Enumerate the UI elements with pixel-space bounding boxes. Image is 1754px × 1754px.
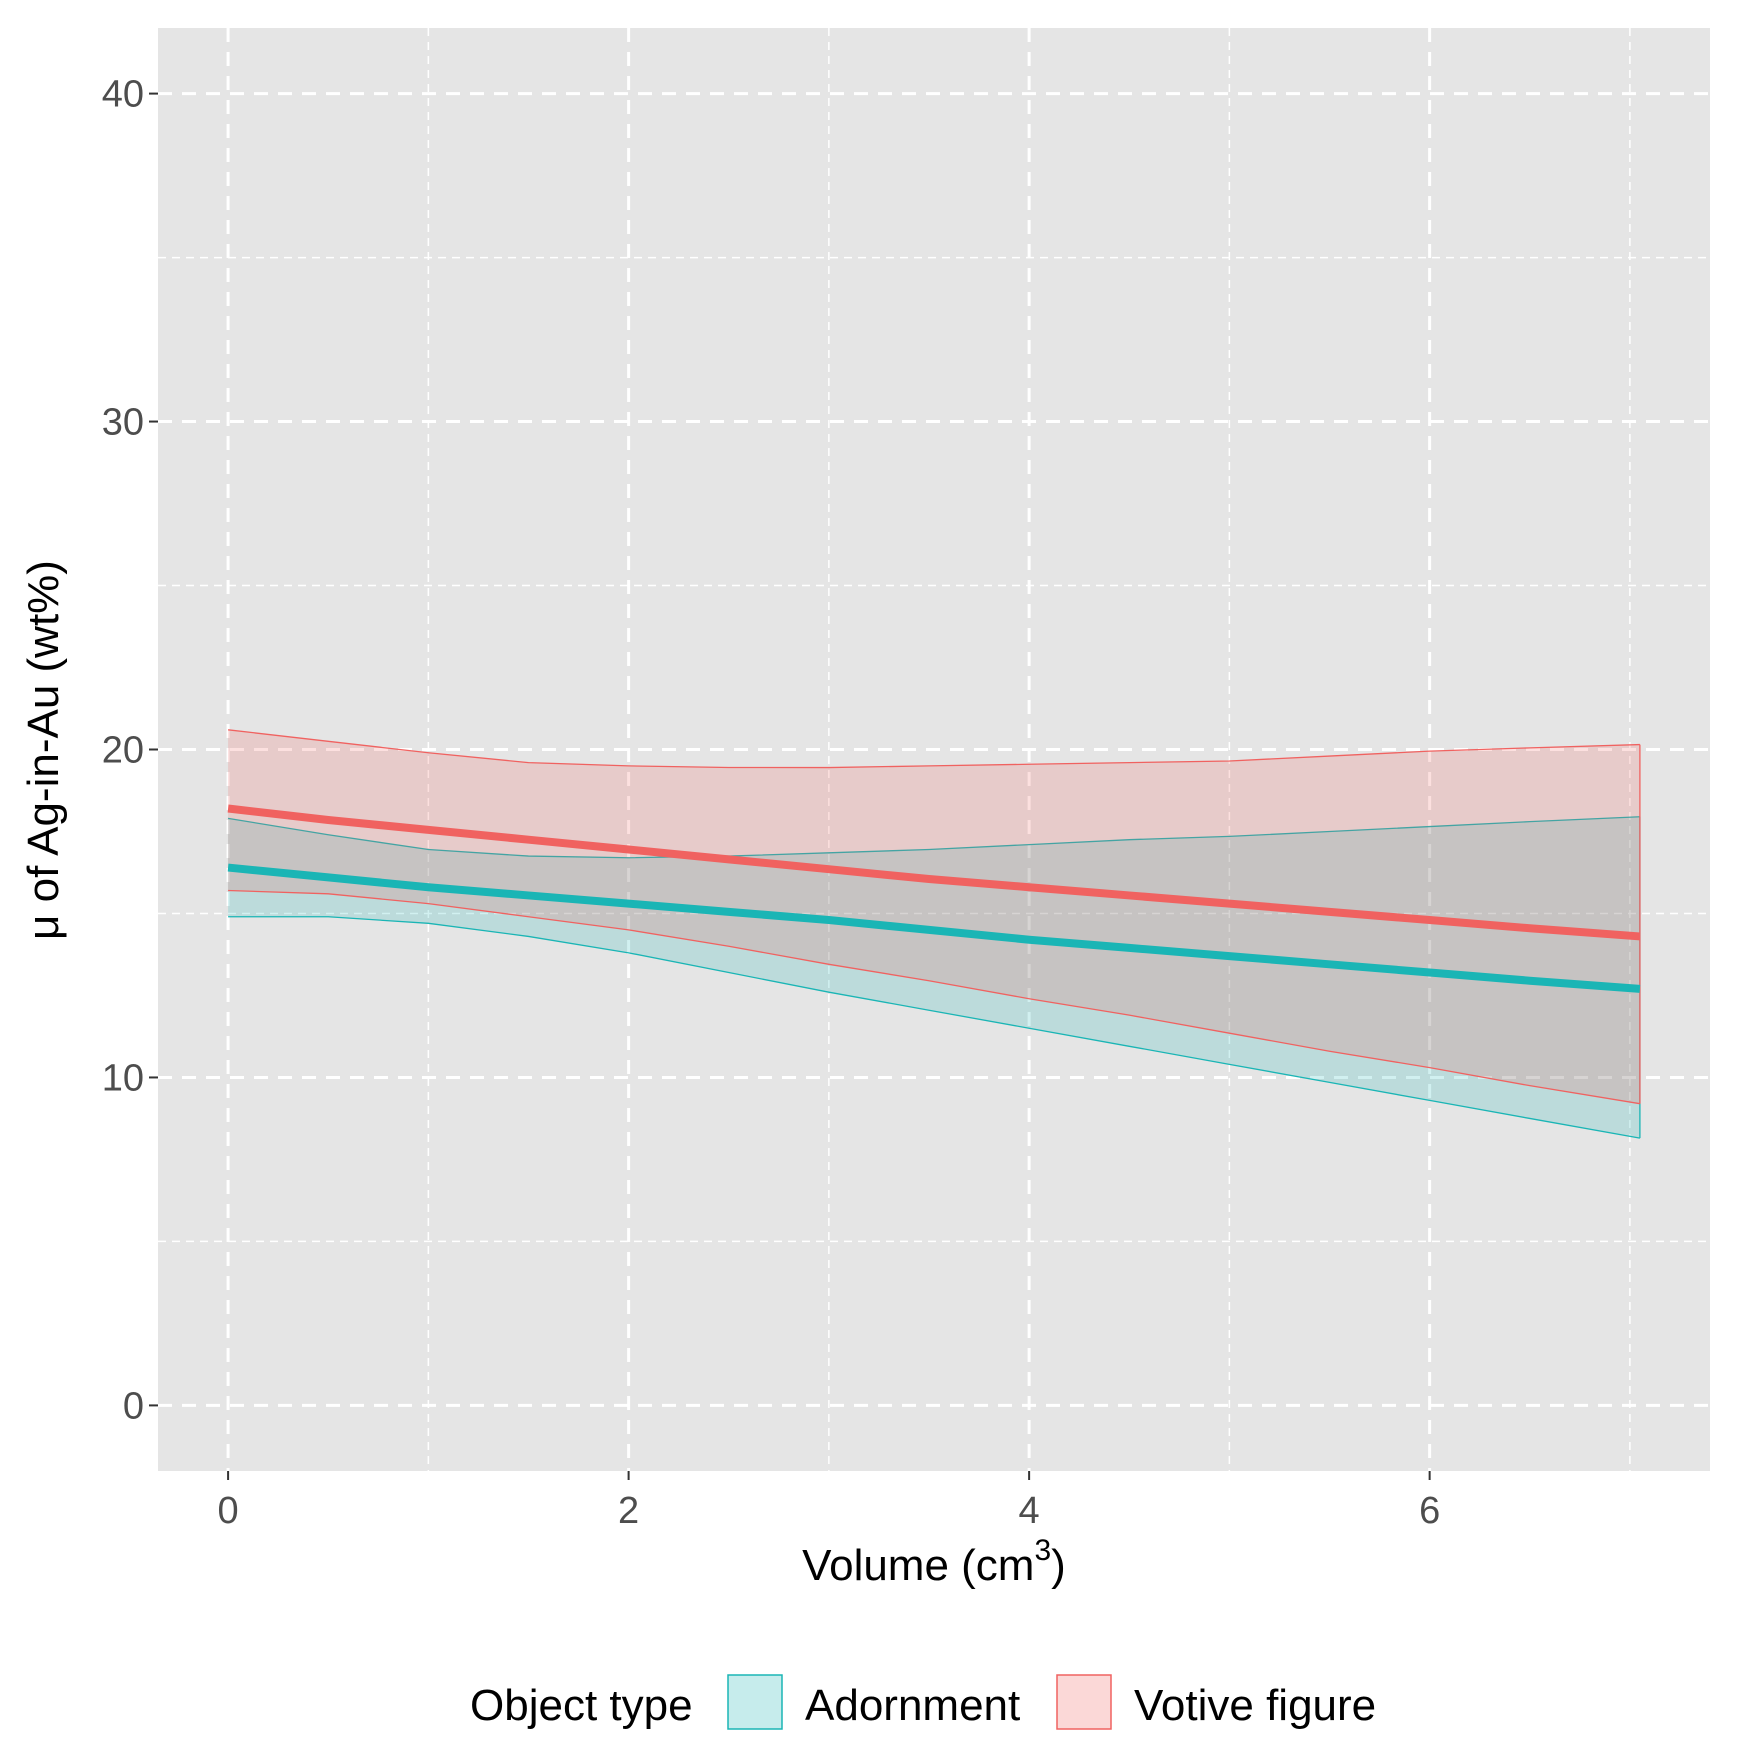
votive-figure-lower-bound: [228, 889, 1641, 1105]
x-tick-label-3: 6: [1419, 1490, 1440, 1532]
x-tick-label-0: 0: [218, 1490, 239, 1532]
adornment-legend-label: Adornment: [805, 1681, 1020, 1730]
x-axis-title-superscript: 3: [1034, 1534, 1051, 1567]
legend-title: Object type: [470, 1681, 693, 1730]
adornment-legend-key: [727, 1674, 783, 1730]
votive-figure-confidence-band: [228, 729, 1640, 1104]
votive-figure-upper-bound: [228, 729, 1640, 769]
x-axis-title: Volume (cm3): [802, 1534, 1066, 1590]
legend: Object type Adornment Votive figure: [470, 1674, 1376, 1730]
y-axis-title: μ of Ag-in-Au (wt%): [19, 560, 68, 940]
y-tick-label-1: 10: [102, 1057, 144, 1099]
votive-figure-legend-key-bg: [1056, 1674, 1112, 1730]
legend-items: Adornment Votive figure: [727, 1674, 1376, 1730]
y-tick-label-2: 20: [102, 730, 144, 772]
adornment-upper-bound: [227, 816, 1640, 859]
adornment-fit-line: [227, 863, 1641, 993]
x-tick-label-1: 2: [618, 1490, 639, 1532]
y-tick-label-3: 30: [102, 402, 144, 444]
votive-figure-legend-key: [1056, 1674, 1112, 1730]
y-axis: 0 10 20 30 40: [102, 74, 158, 1427]
x-axis: 0 2 4 6: [218, 1471, 1440, 1532]
adornment-legend-key-bg: [727, 1674, 783, 1730]
x-axis-title-suffix: ): [1051, 1541, 1066, 1590]
x-axis-title-main: Volume (cm: [802, 1541, 1034, 1590]
adornment-lower-bound: [228, 916, 1641, 1139]
fit-lines: [227, 804, 1641, 993]
y-tick-label-0: 0: [123, 1385, 144, 1427]
votive-figure-fit-line: [227, 804, 1641, 941]
y-tick-label-4: 40: [102, 74, 144, 116]
votive-figure-legend-label: Votive figure: [1134, 1681, 1376, 1730]
x-tick-label-2: 4: [1019, 1490, 1040, 1532]
major-gridlines: [158, 28, 1710, 1471]
